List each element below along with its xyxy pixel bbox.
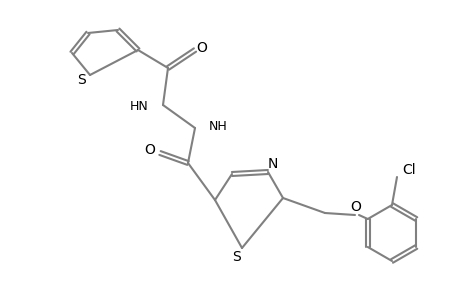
- Text: S: S: [78, 73, 86, 87]
- Text: S: S: [232, 250, 241, 264]
- Text: O: O: [144, 143, 155, 157]
- Text: NH: NH: [208, 121, 227, 134]
- Text: HN: HN: [130, 100, 149, 113]
- Text: N: N: [267, 157, 278, 171]
- Text: O: O: [350, 200, 361, 214]
- Text: Cl: Cl: [401, 163, 415, 177]
- Text: O: O: [196, 41, 207, 55]
